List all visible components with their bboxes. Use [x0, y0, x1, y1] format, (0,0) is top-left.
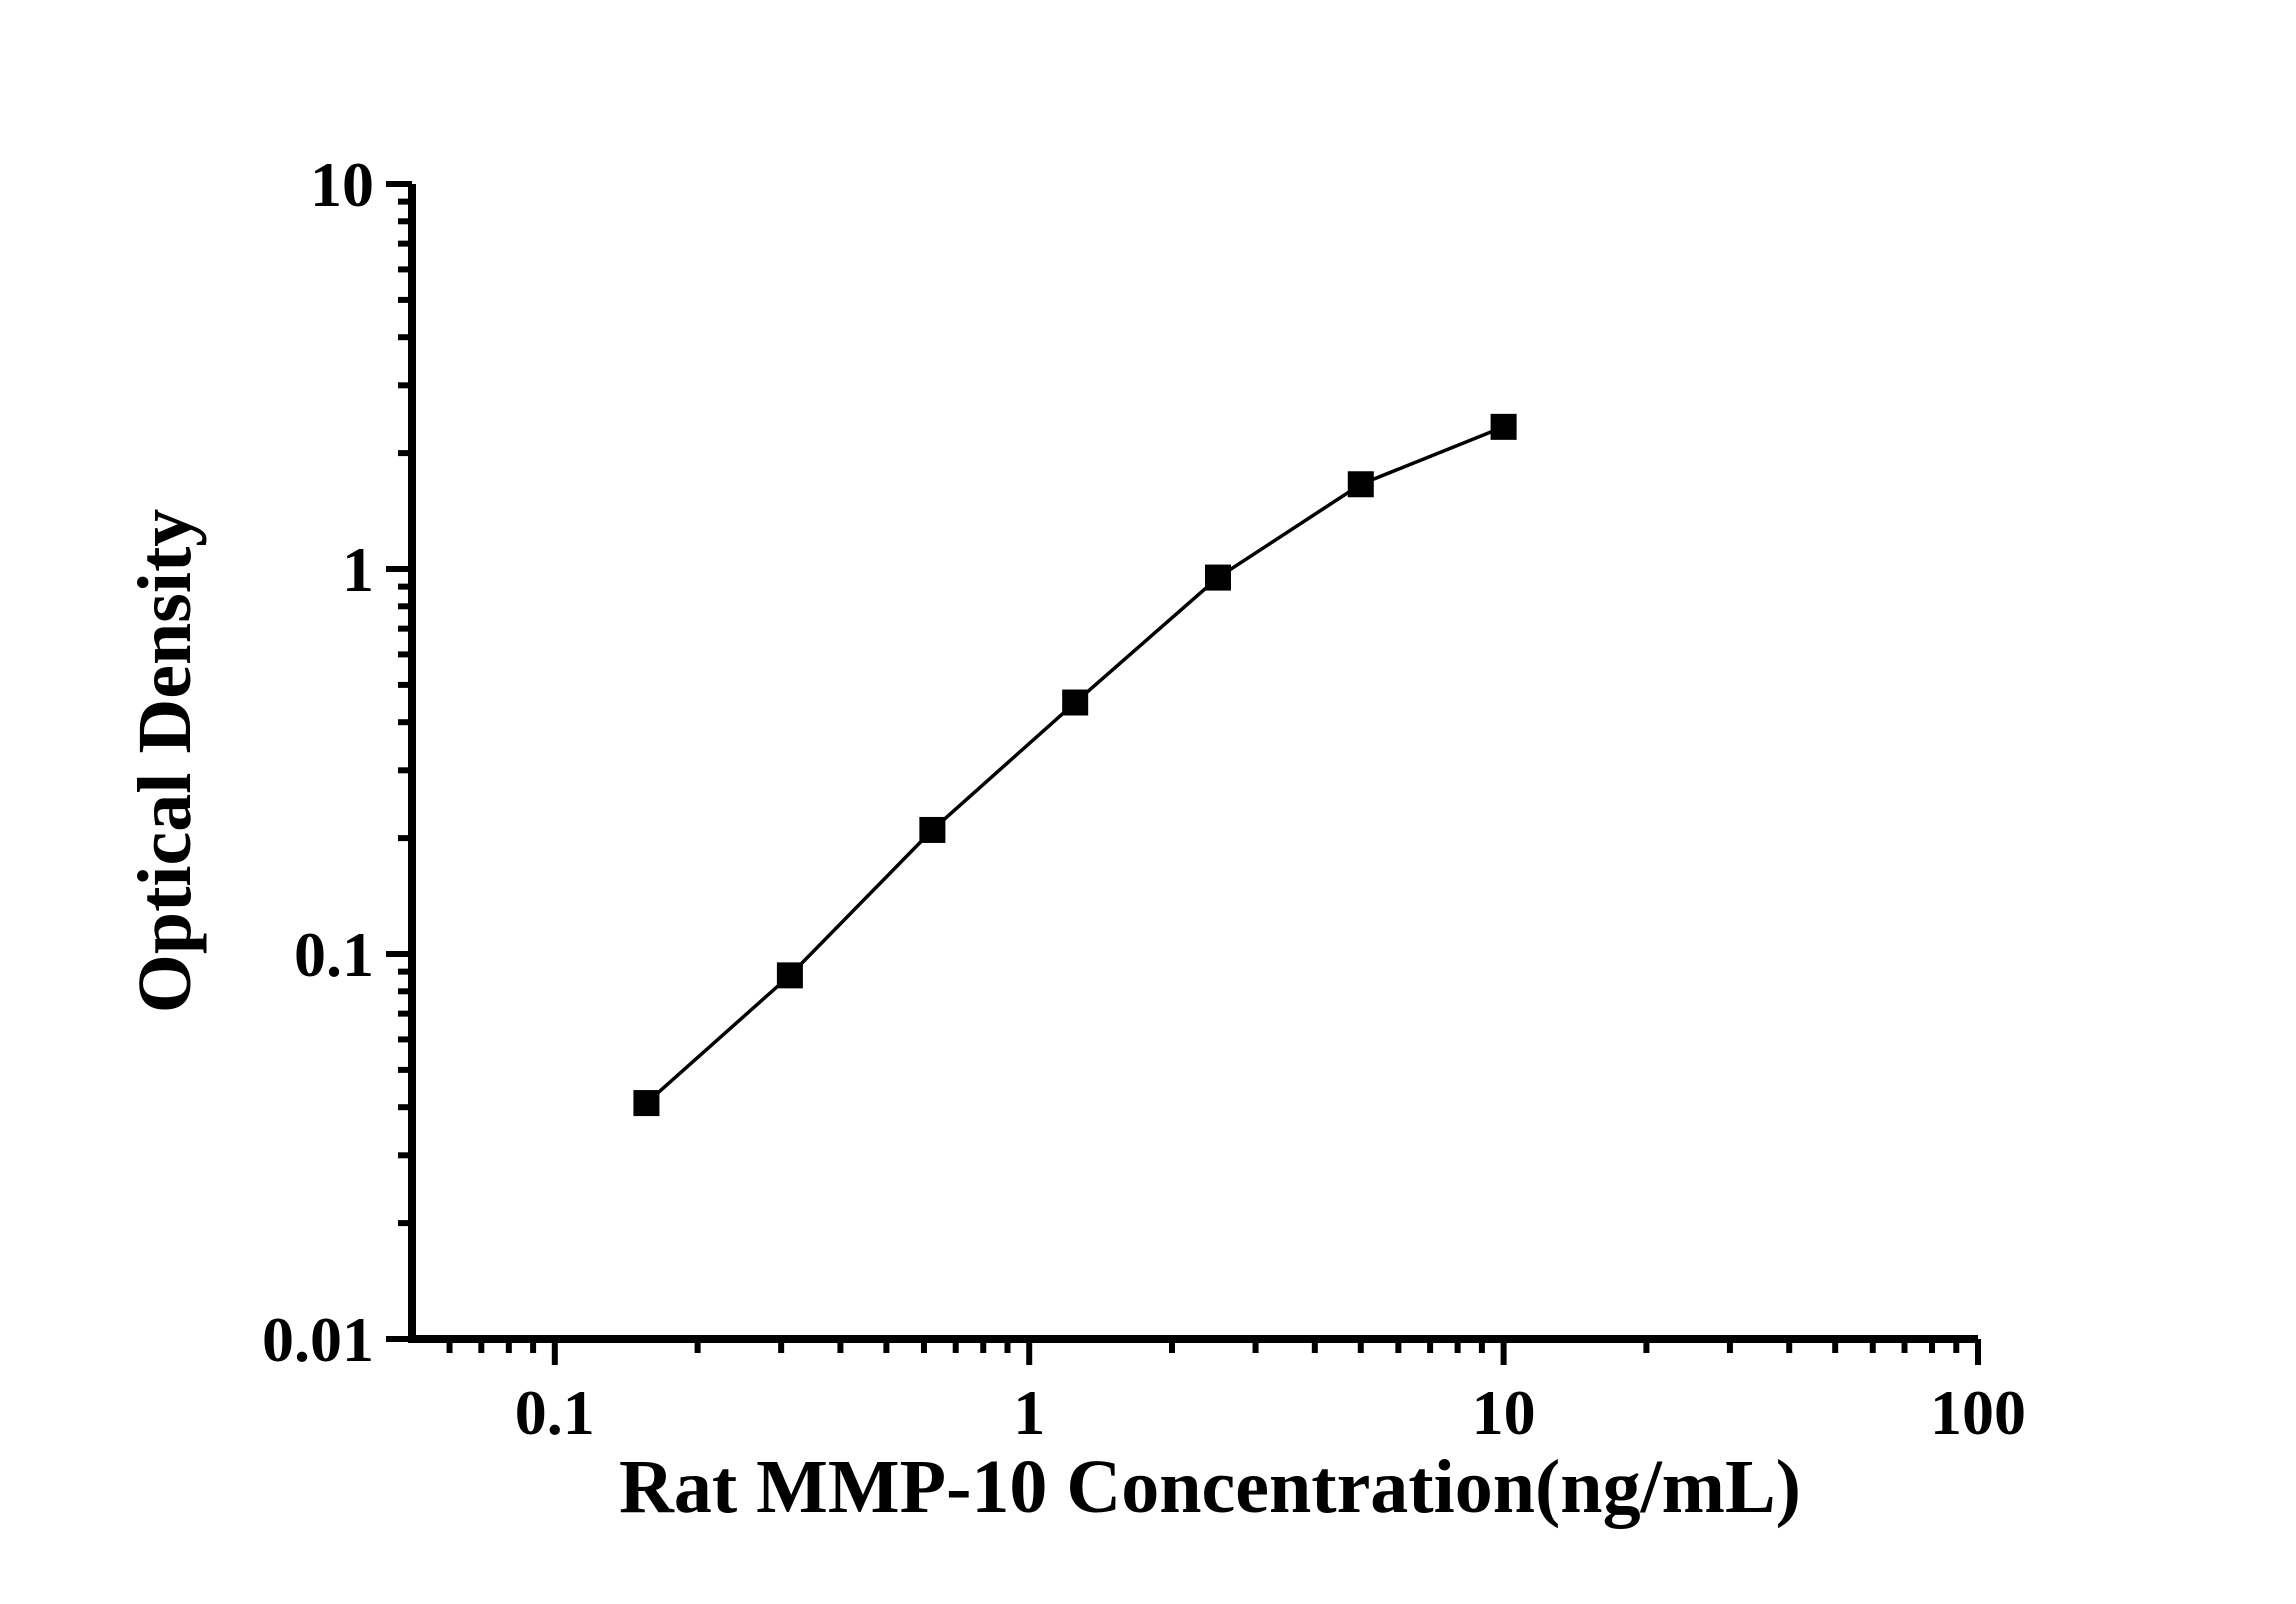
data-point-marker	[919, 816, 946, 843]
axis-frame	[408, 184, 1978, 1343]
series-layer	[633, 413, 1517, 1117]
ticks-layer	[386, 181, 1981, 1365]
y-tick-label: 0.01	[262, 1304, 374, 1375]
x-tick-label: 10	[1472, 1377, 1536, 1448]
y-tick-label: 1	[342, 534, 374, 605]
data-point-marker	[1347, 471, 1374, 498]
tick-labels-layer: 0.1 1 10 100 0.01 0.1 1 10	[262, 149, 2026, 1448]
data-point-marker	[776, 962, 803, 989]
x-tick-label: 0.1	[515, 1377, 595, 1448]
y-tick-label: 10	[310, 149, 374, 220]
y-axis-title: Optical Density	[123, 509, 207, 1014]
data-point-marker	[1204, 564, 1231, 591]
x-tick-label: 1	[1013, 1377, 1045, 1448]
y-tick-label: 0.1	[294, 919, 374, 990]
series-line	[645, 425, 1505, 1105]
x-axis-title: Rat MMP-10 Concentration(ng/mL)	[619, 1445, 1801, 1529]
data-point-marker	[633, 1090, 660, 1117]
data-point-marker	[1490, 413, 1517, 440]
axes-layer	[408, 184, 1978, 1343]
x-tick-label: 100	[1930, 1377, 2026, 1448]
data-point-marker	[1062, 689, 1089, 716]
